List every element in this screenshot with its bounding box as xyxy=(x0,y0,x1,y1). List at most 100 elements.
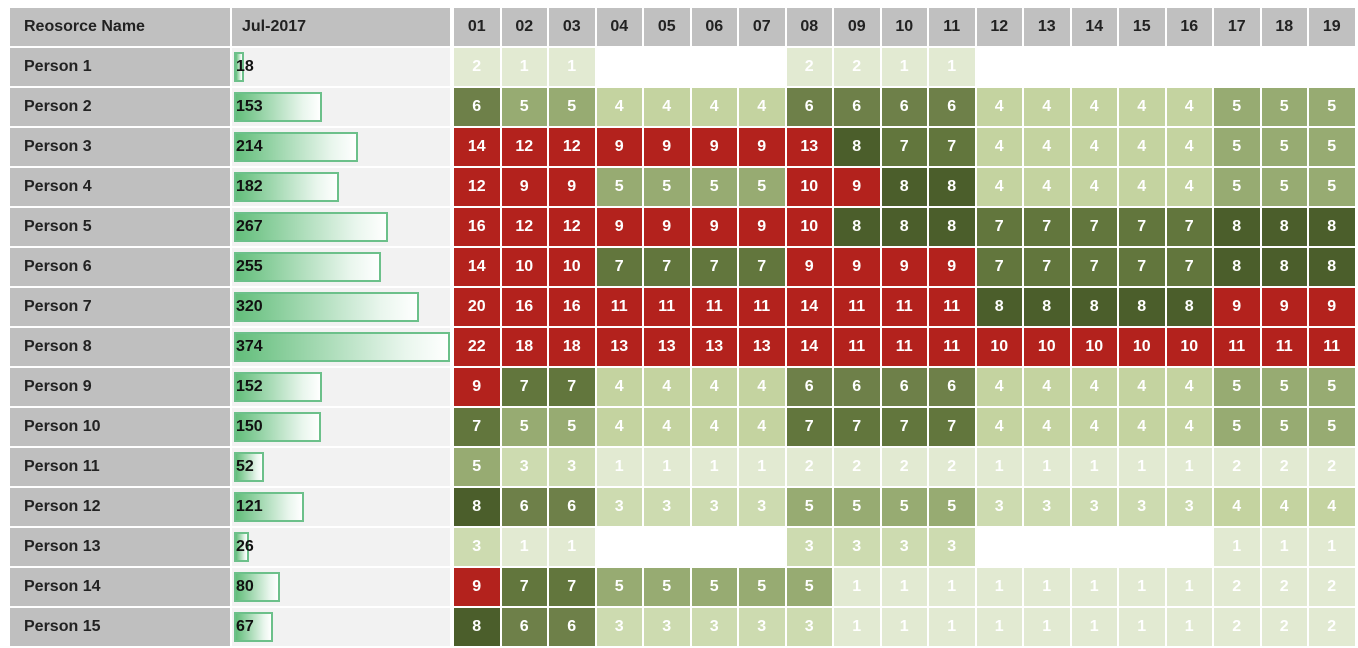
total-value: 152 xyxy=(236,378,263,395)
data-bar xyxy=(234,212,389,242)
day-cell: 1 xyxy=(1166,608,1212,646)
day-cell: 16 xyxy=(501,288,547,326)
day-cell: 3 xyxy=(1119,488,1165,526)
total-cell: 255 xyxy=(232,248,450,286)
column-header: 17 xyxy=(1214,8,1260,46)
day-cell: 4 xyxy=(1024,128,1070,166)
day-cell: 7 xyxy=(1166,248,1212,286)
column-header: Reosorce Name xyxy=(10,8,230,46)
day-cell: 9 xyxy=(881,248,927,286)
day-cell: 7 xyxy=(929,128,975,166)
day-cell: 5 xyxy=(739,168,785,206)
day-cell: 4 xyxy=(1119,128,1165,166)
day-cell: 3 xyxy=(739,488,785,526)
day-cell: 2 xyxy=(1261,568,1307,606)
day-cell: 5 xyxy=(1309,368,1355,406)
row-name: Person 2 xyxy=(10,88,230,126)
column-header: 12 xyxy=(976,8,1022,46)
day-cell: 1 xyxy=(691,448,737,486)
day-cell: 2 xyxy=(1214,448,1260,486)
day-cell: 1 xyxy=(1261,528,1307,566)
day-cell: 5 xyxy=(501,408,547,446)
total-value: 18 xyxy=(236,58,254,75)
day-cell: 1 xyxy=(976,448,1022,486)
total-value: 150 xyxy=(236,418,263,435)
day-cell: 1 xyxy=(929,608,975,646)
day-cell: 11 xyxy=(739,288,785,326)
total-cell: 18 xyxy=(232,48,450,86)
day-cell: 3 xyxy=(834,528,880,566)
day-cell: 4 xyxy=(976,128,1022,166)
column-header: 05 xyxy=(644,8,690,46)
day-cell: 7 xyxy=(1071,208,1117,246)
column-header: 06 xyxy=(691,8,737,46)
column-header: 14 xyxy=(1071,8,1117,46)
total-cell: 52 xyxy=(232,448,450,486)
day-cell: 5 xyxy=(1214,128,1260,166)
day-cell: 7 xyxy=(976,248,1022,286)
day-cell: 3 xyxy=(596,608,642,646)
day-cell: 5 xyxy=(1309,168,1355,206)
day-cell: 1 xyxy=(644,448,690,486)
day-cell: 9 xyxy=(1261,288,1307,326)
day-cell: 1 xyxy=(1024,568,1070,606)
day-cell: 13 xyxy=(786,128,832,166)
day-cell: 5 xyxy=(691,168,737,206)
day-cell: 12 xyxy=(454,168,500,206)
day-cell: 4 xyxy=(1071,88,1117,126)
day-cell: 4 xyxy=(976,408,1022,446)
day-cell: 4 xyxy=(1166,408,1212,446)
day-cell: 1 xyxy=(881,568,927,606)
day-cell: 1 xyxy=(1309,528,1355,566)
day-cell: 8 xyxy=(1119,288,1165,326)
day-cell: 2 xyxy=(881,448,927,486)
day-cell: 1 xyxy=(1071,568,1117,606)
row-name: Person 12 xyxy=(10,488,230,526)
day-cell: 5 xyxy=(596,168,642,206)
day-cell: 4 xyxy=(739,408,785,446)
day-cell: 5 xyxy=(1214,168,1260,206)
day-cell: 7 xyxy=(1166,208,1212,246)
row-name: Person 15 xyxy=(10,608,230,646)
row-name: Person 10 xyxy=(10,408,230,446)
day-cell: 4 xyxy=(1166,88,1212,126)
day-cell: 13 xyxy=(691,328,737,366)
day-cell: 12 xyxy=(501,128,547,166)
day-cell xyxy=(596,48,642,86)
day-cell: 4 xyxy=(739,88,785,126)
day-cell: 16 xyxy=(454,208,500,246)
day-cell: 9 xyxy=(929,248,975,286)
column-header: 03 xyxy=(549,8,595,46)
column-header: 19 xyxy=(1309,8,1355,46)
day-cell: 7 xyxy=(1024,208,1070,246)
day-cell: 9 xyxy=(454,568,500,606)
day-cell: 6 xyxy=(881,88,927,126)
day-cell: 3 xyxy=(596,488,642,526)
day-cell: 8 xyxy=(929,168,975,206)
day-cell: 6 xyxy=(834,88,880,126)
day-cell: 5 xyxy=(929,488,975,526)
day-cell: 4 xyxy=(1071,408,1117,446)
day-cell: 5 xyxy=(1214,368,1260,406)
day-cell: 3 xyxy=(786,608,832,646)
day-cell xyxy=(1024,48,1070,86)
total-cell: 26 xyxy=(232,528,450,566)
day-cell: 4 xyxy=(1119,368,1165,406)
data-bar xyxy=(234,412,321,442)
row-name: Person 13 xyxy=(10,528,230,566)
day-cell: 8 xyxy=(1214,248,1260,286)
day-cell: 7 xyxy=(739,248,785,286)
total-cell: 150 xyxy=(232,408,450,446)
day-cell: 3 xyxy=(786,528,832,566)
day-cell xyxy=(1024,528,1070,566)
day-cell: 11 xyxy=(644,288,690,326)
data-bar xyxy=(234,292,419,322)
day-cell: 7 xyxy=(691,248,737,286)
data-bar xyxy=(234,172,340,202)
day-cell: 1 xyxy=(549,528,595,566)
day-cell: 1 xyxy=(1166,448,1212,486)
total-value: 80 xyxy=(236,578,254,595)
day-cell: 1 xyxy=(1071,608,1117,646)
day-cell: 5 xyxy=(1261,408,1307,446)
day-cell xyxy=(1166,528,1212,566)
